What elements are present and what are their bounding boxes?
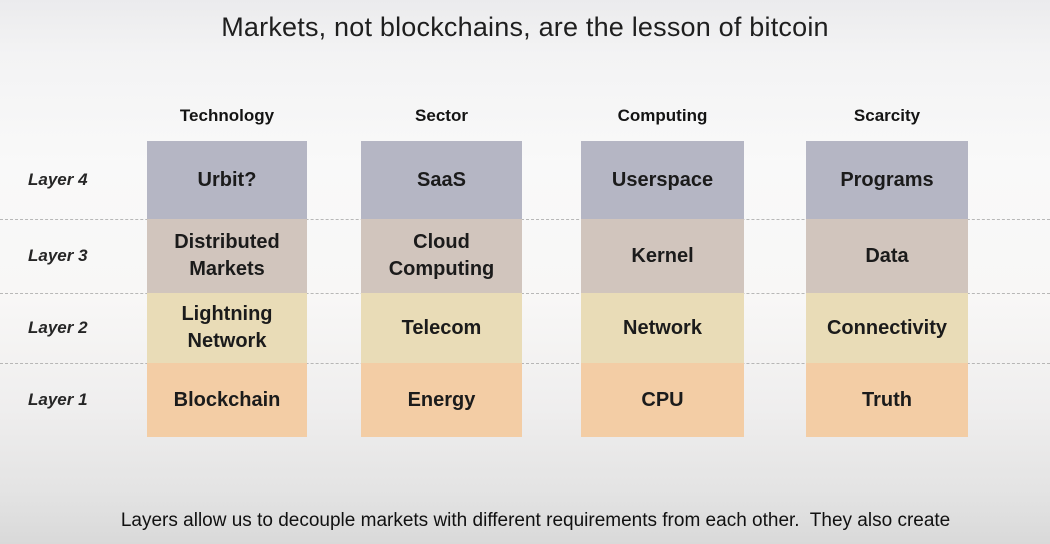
cell-data: Data (806, 219, 968, 293)
layer-label-4: Layer 4 (28, 170, 88, 189)
cell-network: Network (581, 293, 744, 363)
column-header-sector: Sector (415, 106, 468, 125)
cell-truth: Truth (806, 363, 968, 437)
cell-saas: SaaS (361, 141, 522, 219)
cell-energy: Energy (361, 363, 522, 437)
layer-label-1: Layer 1 (28, 390, 88, 409)
cell-programs: Programs (806, 141, 968, 219)
cell-blockchain: Blockchain (147, 363, 307, 437)
layer-label-3: Layer 3 (28, 246, 88, 265)
cell-cpu: CPU (581, 363, 744, 437)
cell-urbit: Urbit? (147, 141, 307, 219)
cell-kernel: Kernel (581, 219, 744, 293)
slide-caption: Layers allow us to decouple markets with… (0, 482, 1050, 544)
cell-connectivity: Connectivity (806, 293, 968, 363)
cell-cloud-computing: Cloud Computing (361, 219, 522, 293)
column-header-computing: Computing (617, 106, 708, 125)
cell-telecom: Telecom (361, 293, 522, 363)
row-divider-1 (0, 219, 1050, 220)
caption-line-1: Layers allow us to decouple markets with… (120, 510, 951, 531)
column-header-technology: Technology (179, 106, 275, 125)
cell-distributed-markets: Distributed Markets (147, 219, 307, 293)
slide-title: Markets, not blockchains, are the lesson… (221, 12, 829, 42)
column-header-scarcity: Scarcity (853, 106, 921, 125)
layer-label-2: Layer 2 (28, 318, 88, 337)
row-divider-3 (0, 363, 1050, 364)
cell-lightning-network: Lightning Network (147, 293, 307, 363)
cell-userspace: Userspace (581, 141, 744, 219)
row-divider-2 (0, 293, 1050, 294)
